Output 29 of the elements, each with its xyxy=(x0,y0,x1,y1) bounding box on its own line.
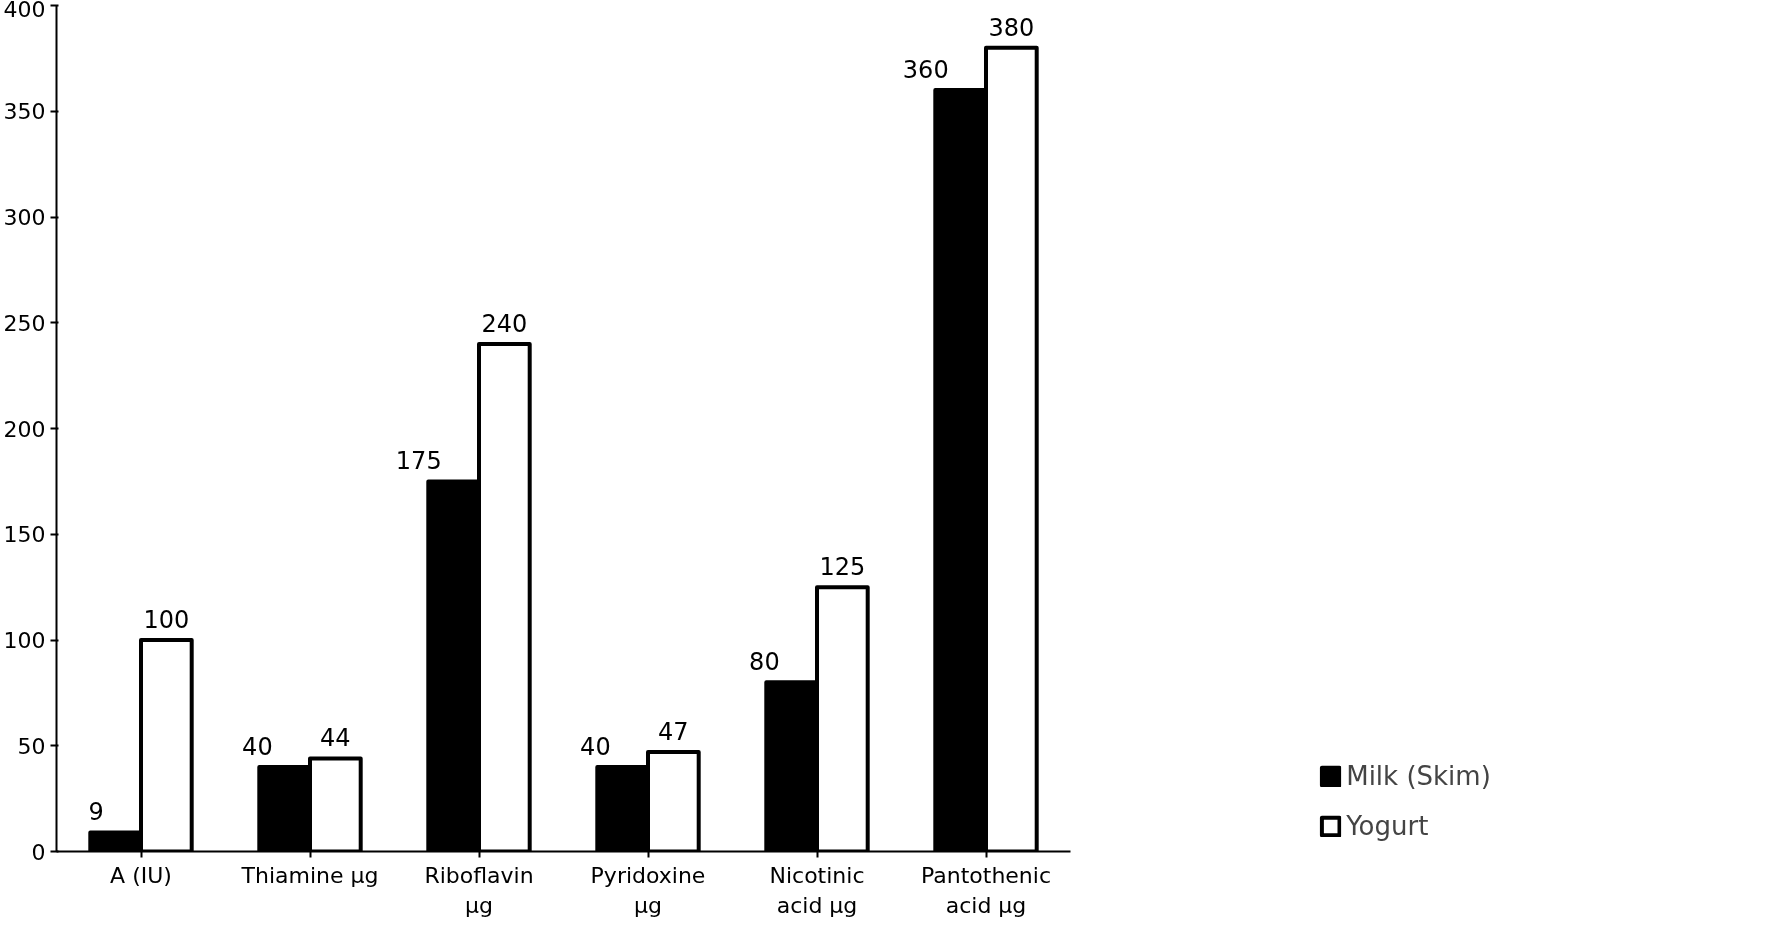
data-label: 47 xyxy=(658,718,689,747)
y-tick-label: 100 xyxy=(3,628,46,653)
data-label: 100 xyxy=(143,606,190,634)
data-label: 125 xyxy=(819,553,866,582)
x-tick-label: A (IU) xyxy=(110,862,172,888)
y-tick-label: 50 xyxy=(17,733,46,759)
data-label: 240 xyxy=(481,309,528,338)
x-tick-label: Riboflavin µg xyxy=(424,862,534,918)
data-label: 380 xyxy=(988,13,1035,42)
data-label: 44 xyxy=(320,724,351,753)
legend-label: Yogurt xyxy=(1346,811,1429,841)
data-label: 80 xyxy=(749,648,780,677)
data-label: 9 xyxy=(88,798,104,827)
y-tick-label: 0 xyxy=(31,839,46,865)
y-tick-label: 400 xyxy=(3,0,46,22)
y-tick-label: 200 xyxy=(3,416,46,442)
x-tick-label: Nicotinic acid µg xyxy=(769,862,865,918)
data-label: 175 xyxy=(395,447,442,476)
data-label: 40 xyxy=(242,732,273,761)
y-tick-label: 150 xyxy=(3,522,46,548)
data-label: 360 xyxy=(902,56,949,85)
y-tick-label: 300 xyxy=(3,205,46,230)
y-tick-label: 250 xyxy=(3,310,46,336)
x-tick-label: Pantothenic acid µg xyxy=(920,862,1052,918)
x-tick-label: Pyridoxine µg xyxy=(590,862,706,918)
x-tick-label: Thiamine µg xyxy=(240,862,379,888)
legend-label: Milk (Skim) xyxy=(1346,761,1491,791)
y-tick-label: 350 xyxy=(3,99,46,125)
data-label: 40 xyxy=(580,732,611,761)
